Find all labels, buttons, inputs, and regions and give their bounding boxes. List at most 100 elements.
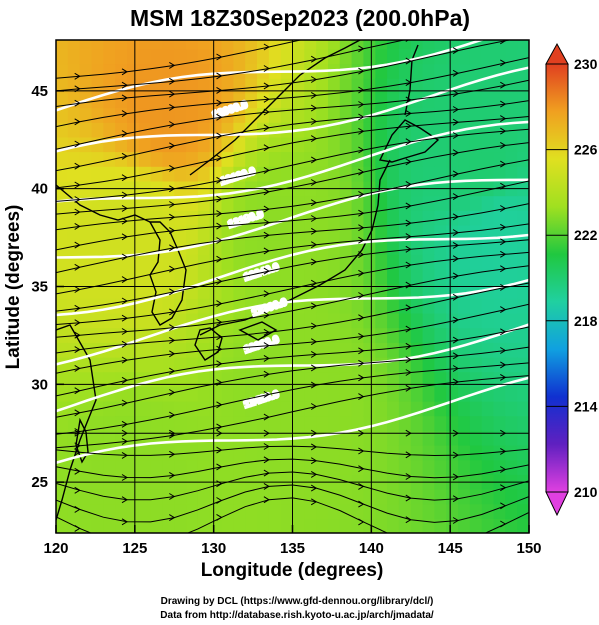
field-cell [79, 40, 93, 50]
chart-title: MSM 18Z30Sep2023 (200.0hPa) [130, 5, 470, 31]
field-cell [351, 195, 364, 211]
field-cell [316, 342, 329, 358]
wind-arrow [500, 250, 507, 258]
field-cell [186, 78, 199, 94]
field-cell [434, 268, 447, 285]
wind-arrow [310, 227, 318, 235]
field-cell [245, 40, 258, 50]
field-cell [469, 239, 483, 255]
wind-arrow [263, 219, 270, 226]
field-cell [493, 415, 506, 431]
field-cell [328, 459, 341, 475]
field-cell [446, 92, 459, 109]
field-cell [257, 122, 270, 138]
field-cell [458, 298, 471, 314]
wind-arrow [452, 473, 460, 481]
field-cell [493, 136, 506, 153]
field-cell [469, 327, 483, 343]
field-cell [422, 415, 435, 431]
wind-arrow [263, 354, 270, 362]
field-cell [434, 518, 447, 533]
field-cell [505, 489, 518, 505]
field-cell [91, 78, 104, 94]
wind-arrow [121, 217, 128, 225]
field-cell [162, 40, 175, 50]
wind-arrow [452, 69, 460, 77]
field-cell [458, 430, 471, 446]
field-cell [469, 63, 483, 79]
field-cell [67, 415, 81, 431]
field-cell [481, 400, 495, 417]
field-cell [127, 459, 140, 475]
wind-arrow [311, 34, 316, 40]
field-cell [434, 489, 447, 505]
field-cell [446, 503, 459, 519]
coastline-japan-shikoku [238, 321, 278, 341]
field-cell [351, 312, 364, 329]
field-cell [351, 283, 364, 299]
field-cell [481, 459, 495, 475]
wind-arrow [121, 356, 128, 364]
field-cell [91, 48, 104, 65]
wind-arrow [121, 276, 128, 284]
wind-arrow [500, 265, 507, 273]
field-cell [91, 63, 104, 79]
field-cell [127, 107, 140, 123]
field-cell [328, 415, 341, 431]
field-cell [493, 400, 506, 417]
field-cell [115, 489, 128, 505]
field-cell [292, 136, 305, 153]
field-cell [375, 136, 388, 153]
field-cell [221, 371, 234, 387]
wind-arrow [358, 236, 365, 244]
field-cell [91, 459, 104, 475]
field-cell [221, 430, 234, 446]
field-cell [79, 283, 93, 299]
wind-arrow [216, 423, 223, 431]
field-cell [375, 342, 388, 358]
wind-arrow [358, 465, 365, 473]
wind-arrow [169, 213, 176, 221]
wind-arrow [169, 90, 176, 98]
field-cell [458, 312, 471, 329]
wind-arrow [500, 361, 507, 369]
field-cell [304, 503, 317, 519]
wind-arrow [74, 319, 81, 327]
field-cell [316, 254, 329, 270]
field-cell [469, 459, 483, 475]
field-cell [197, 40, 211, 50]
field-cell [280, 283, 294, 299]
field-cell [91, 371, 104, 387]
field-cell [103, 151, 116, 167]
field-cell [56, 210, 69, 226]
field-cell [174, 342, 187, 358]
field-cell [517, 342, 529, 358]
wind-arrow [263, 108, 270, 116]
field-cell [351, 342, 364, 358]
wind-arrow [169, 514, 176, 522]
field-cell [422, 78, 435, 94]
field-cell [316, 518, 329, 533]
field-cell [410, 239, 424, 255]
field-cell [56, 518, 69, 533]
field-cell [150, 40, 163, 50]
field-cell [245, 298, 258, 314]
wind-arrow [500, 160, 507, 168]
field-cell [186, 518, 199, 533]
field-cell [517, 489, 529, 505]
field-cell [328, 342, 341, 358]
field-cell [422, 40, 435, 50]
field-cell [268, 503, 282, 519]
field-cell [434, 40, 447, 50]
wind-arrow [452, 272, 460, 280]
field-cell [233, 518, 246, 533]
field-cell [363, 254, 376, 270]
field-cell [422, 107, 435, 123]
field-cell [458, 268, 471, 285]
field-cell [446, 298, 459, 314]
field-cell [56, 151, 69, 167]
field-cell [458, 239, 471, 255]
wind-arrow [74, 387, 81, 395]
field-cell [174, 48, 187, 65]
field-cell [127, 503, 140, 519]
